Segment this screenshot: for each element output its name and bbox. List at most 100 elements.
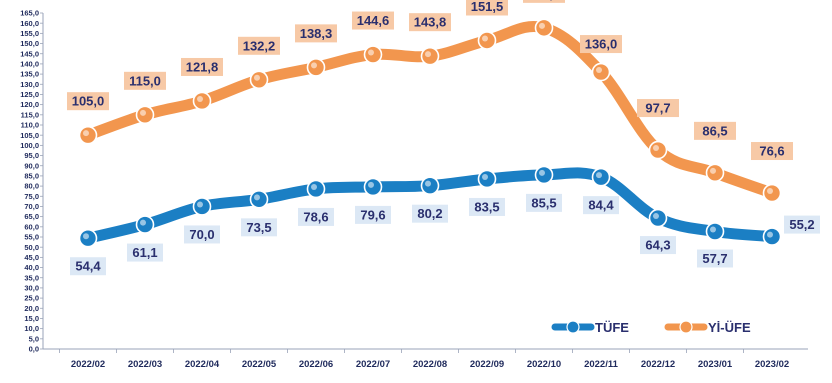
y-tick-label: 30,0 — [24, 284, 39, 293]
x-tick-label: 2022/08 — [413, 359, 447, 370]
legend: TÜFE Yİ-ÜFE — [551, 320, 751, 335]
data-label: 83,5 — [474, 199, 499, 214]
data-label: 151,5 — [471, 0, 504, 14]
data-label-box — [241, 218, 277, 237]
data-label-box — [238, 36, 280, 55]
data-label-box — [466, 0, 508, 16]
x-tick-label: 2022/07 — [356, 359, 390, 370]
data-label: 132,2 — [243, 38, 276, 53]
data-label: 70,0 — [189, 227, 214, 242]
y-tick-label: 90,0 — [24, 161, 39, 170]
y-tick-label: 75,0 — [24, 192, 39, 201]
x-tick-label: 2023/01 — [698, 359, 733, 370]
y-tick-label: 115,0 — [21, 110, 39, 119]
y-tick-label: 145,0 — [20, 49, 39, 58]
data-label: 73,5 — [246, 220, 271, 235]
y-tick-label: 0,0 — [29, 345, 39, 354]
data-label-box — [67, 92, 109, 111]
data-point-highlight — [539, 169, 545, 176]
y-tick-label: 55,0 — [24, 233, 39, 242]
data-point-highlight — [368, 181, 374, 188]
data-label-box — [409, 13, 451, 32]
data-point-highlight — [83, 233, 89, 240]
y-tick-label: 25,0 — [24, 294, 39, 303]
data-point-highlight — [482, 35, 488, 42]
data-label: 85,5 — [531, 195, 556, 210]
data-label-box — [580, 35, 622, 54]
data-point-highlight — [140, 109, 146, 116]
x-tick-label: 2022/05 — [242, 359, 277, 370]
data-label-box — [124, 71, 166, 90]
y-tick-label: 140,0 — [20, 60, 39, 69]
data-label-box — [583, 196, 619, 215]
data-label-box — [352, 11, 394, 30]
data-label-box — [70, 257, 106, 276]
y-tick-label: 135,0 — [20, 70, 39, 79]
y-tick-label: 85,0 — [24, 172, 39, 181]
data-point-highlight — [425, 51, 431, 58]
data-label: 64,3 — [645, 238, 670, 253]
data-point-highlight — [197, 201, 203, 208]
data-point-highlight — [368, 49, 374, 56]
data-label: 144,6 — [357, 13, 390, 28]
data-label: 157,7 — [528, 0, 561, 1]
x-tick-label: 2023/02 — [755, 359, 789, 370]
data-label: 61,1 — [132, 245, 157, 260]
y-tick-label: 165,0 — [20, 9, 39, 18]
data-label: 115,0 — [129, 73, 161, 88]
data-label: 97,7 — [645, 101, 670, 116]
y-tick-label: 110,0 — [21, 121, 39, 130]
data-point-highlight — [140, 219, 146, 226]
x-tick-label: 2022/03 — [128, 359, 162, 370]
y-tick-label: 155,0 — [20, 29, 39, 38]
data-label: 76,6 — [759, 144, 784, 159]
data-label-box — [523, 0, 565, 3]
data-point-highlight — [197, 95, 203, 102]
y-tick-label: 125,0 — [20, 90, 39, 99]
data-label-box — [295, 24, 337, 43]
y-tick-label: 130,0 — [20, 80, 39, 89]
data-label-box — [751, 142, 793, 161]
data-point-highlight — [767, 188, 773, 195]
y-tick-label: 105,0 — [20, 131, 39, 140]
data-point-highlight — [710, 167, 716, 174]
series-lines — [78, 18, 782, 248]
legend-label: Yİ-ÜFE — [708, 320, 751, 335]
x-tick-label: 2022/09 — [470, 359, 504, 370]
data-point-highlight — [254, 74, 260, 81]
y-tick-label: 150,0 — [20, 39, 39, 48]
data-label: 86,5 — [702, 123, 727, 138]
y-tick-label: 50,0 — [24, 243, 39, 252]
x-tick-label: 2022/12 — [641, 359, 675, 370]
y-tick-label: 10,0 — [24, 324, 39, 333]
data-point-highlight — [539, 22, 545, 29]
data-label-box — [640, 236, 676, 255]
data-point-highlight — [653, 213, 659, 220]
x-tick-label: 2022/06 — [299, 359, 333, 370]
data-label-box — [181, 57, 223, 76]
x-axis: 2022/02 2022/03 2022/04 2022/05 2022/06 2022/… — [43, 348, 808, 370]
data-label-box — [412, 204, 448, 223]
y-tick-label: 160,0 — [20, 19, 39, 28]
data-label-box — [697, 249, 733, 268]
data-label: 55,2 — [789, 217, 814, 232]
data-label: 138,3 — [300, 26, 333, 41]
data-label: 79,6 — [360, 207, 385, 222]
y-tick-label: 15,0 — [24, 314, 39, 323]
x-tick-label: 2022/02 — [71, 359, 105, 370]
data-point-highlight — [710, 226, 716, 233]
data-label-box — [184, 225, 220, 244]
x-tick-label: 2022/10 — [527, 359, 561, 370]
data-point-highlight — [83, 130, 89, 137]
data-point-highlight — [482, 173, 488, 180]
legend-swatch-marker — [566, 320, 580, 334]
data-label-box — [694, 121, 736, 140]
data-label-box — [784, 215, 820, 234]
y-tick-label: 60,0 — [24, 222, 39, 231]
data-label: 105,0 — [72, 94, 105, 109]
data-point-highlight — [767, 231, 773, 238]
data-point-highlight — [425, 180, 431, 187]
data-point-highlight — [254, 194, 260, 201]
y-tick-label: 80,0 — [24, 182, 39, 191]
